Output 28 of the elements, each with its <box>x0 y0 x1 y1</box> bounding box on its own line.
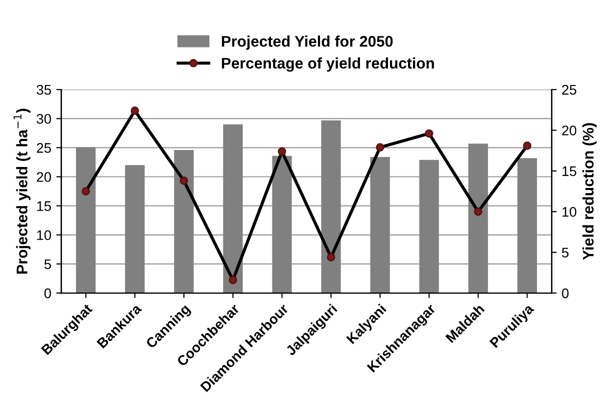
bar <box>517 158 537 294</box>
y2-tick-label: 25 <box>562 84 576 95</box>
legend-label: Projected Yield for 2050 <box>222 36 393 50</box>
bar <box>76 147 96 294</box>
y-tick-label: 30 <box>36 114 52 124</box>
y-axis-title: Projected yield (t ha$^{−1}$) <box>14 108 30 274</box>
y-tick-label: 5 <box>44 259 51 270</box>
legend-label: Percentage of yield reduction <box>222 57 434 72</box>
y-tick-label: 35 <box>36 84 51 95</box>
y2-tick-label: 20 <box>562 126 576 136</box>
bar <box>321 120 341 294</box>
bar <box>419 160 439 294</box>
bar <box>125 165 145 294</box>
y-tick-label: 20 <box>36 172 52 182</box>
bar <box>174 150 194 294</box>
y-tick-label: 10 <box>37 230 52 240</box>
y-tick-label: 0 <box>44 288 52 298</box>
bar <box>370 156 390 294</box>
y-tick-label: 25 <box>36 143 51 153</box>
y2-tick-label: 10 <box>562 206 576 217</box>
y2-axis-title: Yield reduction (%) <box>582 123 597 260</box>
bar <box>272 156 292 294</box>
bar <box>468 144 488 294</box>
y2-tick-label: 5 <box>562 248 569 258</box>
bar <box>223 124 243 294</box>
y2-tick-label: 15 <box>562 166 576 176</box>
y-tick-label: 15 <box>37 201 51 211</box>
y2-tick-label: 0 <box>562 288 569 298</box>
